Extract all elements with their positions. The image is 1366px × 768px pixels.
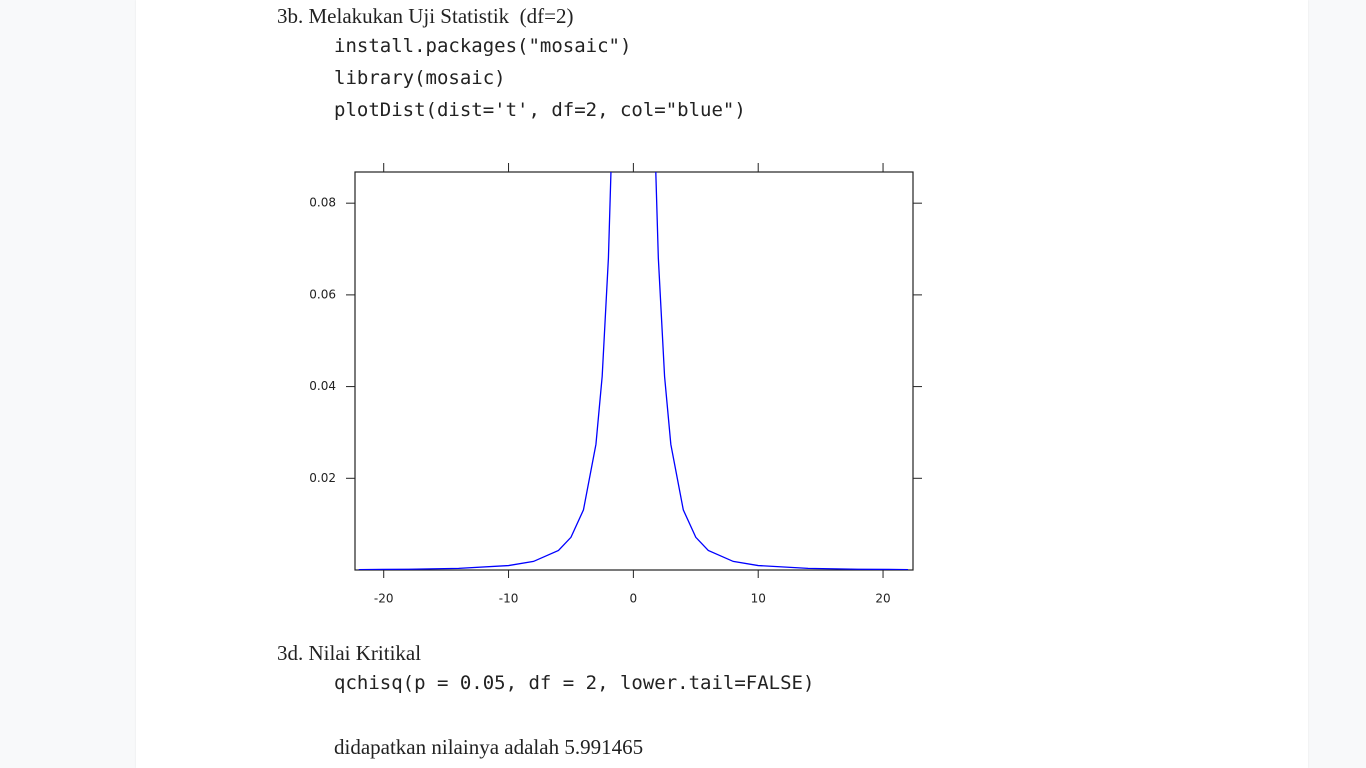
code-line: qchisq(p = 0.05, df = 2, lower.tail=FALS… [334, 672, 815, 694]
section-heading: 3d. Nilai Kritikal [277, 641, 422, 665]
content-panel [136, 0, 1308, 768]
y-tick-label: 0.02 [309, 471, 336, 485]
y-tick-label: 0.08 [309, 196, 336, 210]
y-tick-label: 0.04 [309, 379, 336, 393]
code-line: plotDist(dist='t', df=2, col="blue") [334, 99, 746, 121]
y-tick-label: 0.06 [309, 287, 336, 301]
density-line [358, 172, 909, 570]
x-tick-label: 10 [751, 592, 766, 606]
x-tick-label: 0 [630, 592, 638, 606]
code-line: library(mosaic) [334, 67, 506, 89]
code-line: install.packages("mosaic") [334, 35, 632, 57]
x-tick-label: 20 [875, 592, 890, 606]
result-text: didapatkan nilainya adalah 5.991465 [334, 735, 644, 759]
plot-frame [354, 171, 914, 571]
x-tick-label: -20 [374, 592, 394, 606]
section-heading: 3b. Melakukan Uji Statistik (df=2) [277, 4, 574, 28]
x-tick-label: -10 [499, 592, 519, 606]
